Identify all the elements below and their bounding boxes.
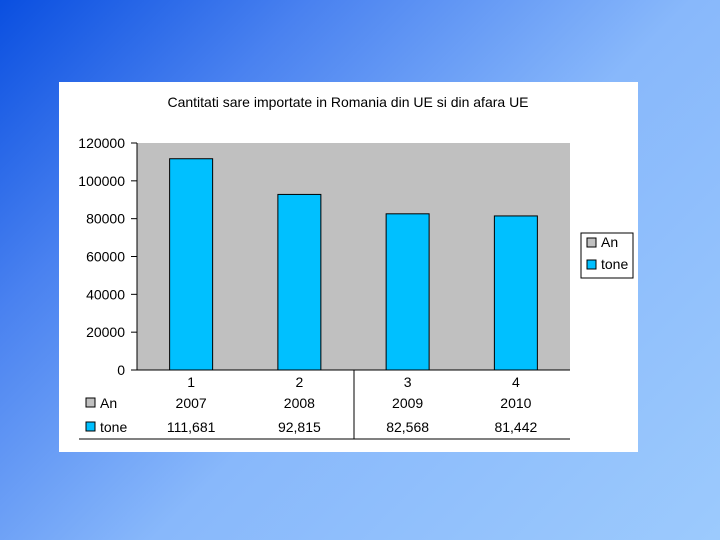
- y-tick-label: 20000: [86, 324, 125, 340]
- y-tick-label: 80000: [86, 211, 125, 227]
- y-tick-label: 120000: [78, 135, 125, 151]
- table-cell: 2007: [176, 395, 207, 411]
- x-tick-label: 1: [187, 374, 195, 390]
- table-cell: 82,568: [386, 419, 429, 435]
- legend-label: tone: [601, 256, 628, 272]
- bar-chart: Cantitati sare importate in Romania din …: [78, 94, 634, 440]
- legend-swatch: [586, 259, 597, 270]
- x-tick-label: 2: [295, 374, 303, 390]
- table-row-label: tone: [100, 419, 127, 435]
- data-table: An 2007 2008 2009 2010 tone 111,681 92,815 82,56…: [79, 370, 570, 440]
- y-tick-label: 100000: [78, 173, 125, 189]
- y-tick-label: 0: [117, 362, 125, 378]
- legend-swatch: [586, 237, 597, 248]
- bars: [169, 158, 538, 371]
- chart-title: Cantitati sare importate in Romania din …: [167, 94, 528, 110]
- x-tick-label: 3: [404, 374, 412, 390]
- chart-panel: Cantitati sare importate in Romania din …: [59, 82, 638, 452]
- y-tick-label: 40000: [86, 286, 125, 302]
- table-cell: 2010: [500, 395, 531, 411]
- legend: An tone: [580, 232, 634, 279]
- table-cell: 111,681: [167, 419, 216, 435]
- bar-tone: [493, 215, 538, 371]
- y-tick-label: 60000: [86, 249, 125, 265]
- table-row-label: An: [100, 395, 117, 411]
- table-row-key: [85, 397, 96, 408]
- table-cell: 2008: [284, 395, 315, 411]
- legend-label: An: [601, 234, 618, 250]
- table-cell: 2009: [392, 395, 423, 411]
- x-tick-label: 4: [512, 374, 520, 390]
- bar-tone: [277, 193, 322, 371]
- bar-tone: [169, 158, 214, 371]
- table-row-key: [85, 421, 96, 432]
- y-axis: 0 20000 40000 60000 80000 100000 120000: [78, 135, 138, 378]
- table-cell: 92,815: [278, 419, 321, 435]
- table-cell: 81,442: [494, 419, 537, 435]
- bar-tone: [385, 213, 430, 371]
